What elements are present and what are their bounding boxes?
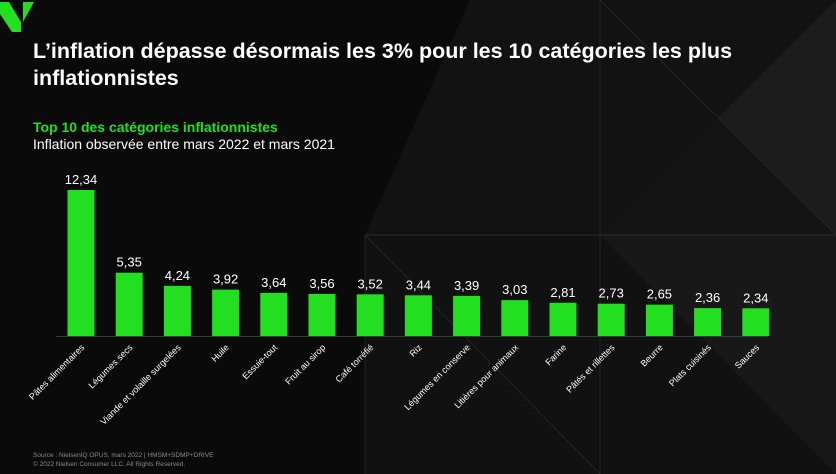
- category-label-4: Essuie-tout: [240, 342, 279, 381]
- brand-logo: [0, 2, 34, 32]
- chart-subtitle: Top 10 des catégories inflationnistes: [33, 119, 278, 135]
- bar-7: [404, 295, 432, 336]
- bar-9: [501, 300, 529, 336]
- bar-3: [212, 289, 240, 336]
- copyright-note: © 2022 Nielsen Consumer LLC. All Rights …: [33, 461, 186, 468]
- bar-6: [356, 294, 384, 336]
- category-label-12: Beurre: [639, 342, 665, 368]
- data-label-4: 3,64: [261, 275, 286, 290]
- bar-14: [742, 308, 770, 336]
- data-label-1: 5,35: [117, 255, 142, 270]
- data-label-11: 2,73: [599, 286, 624, 301]
- category-label-3: Huile: [209, 342, 231, 364]
- data-label-12: 2,65: [647, 287, 672, 302]
- bar-0: [67, 190, 95, 336]
- category-label-14: Sauces: [733, 342, 762, 371]
- data-label-2: 4,24: [165, 268, 190, 283]
- category-label-13: Plats cuisinés: [667, 342, 713, 388]
- data-label-13: 2,36: [695, 290, 720, 305]
- page-title: L’inflation dépasse désormais les 3% pou…: [33, 39, 733, 90]
- bar-11: [597, 303, 625, 336]
- category-label-7: Riz: [408, 342, 425, 359]
- data-label-3: 3,92: [213, 272, 238, 287]
- bar-1: [115, 272, 143, 336]
- bar-10: [549, 302, 577, 336]
- category-label-2: Viande et volaille surgelées: [98, 342, 183, 427]
- category-label-11: Pâtés et rillettes: [564, 342, 617, 395]
- data-label-0: 12,34: [65, 172, 98, 187]
- category-label-0: Pâtes alimentaires: [27, 342, 87, 402]
- category-label-5: Fruit au sirop: [283, 342, 327, 386]
- category-label-6: Café torréfié: [334, 342, 376, 384]
- data-label-7: 3,44: [406, 277, 431, 292]
- bar-5: [308, 293, 336, 336]
- data-label-9: 3,03: [502, 282, 527, 297]
- data-label-6: 3,52: [358, 276, 383, 291]
- category-label-10: Farine: [543, 342, 568, 367]
- data-label-10: 2,81: [550, 285, 575, 300]
- data-label-14: 2,34: [743, 290, 768, 305]
- source-note: Source : NielsenIQ OPUS, mars 2022 | HMS…: [33, 452, 214, 459]
- bar-13: [694, 308, 722, 336]
- bar-2: [163, 285, 191, 336]
- bar-4: [260, 292, 288, 336]
- bar-8: [453, 295, 481, 336]
- data-label-8: 3,39: [454, 278, 479, 293]
- chart-description: Inflation observée entre mars 2022 et ma…: [33, 136, 335, 152]
- category-label-1: Légumes secs: [87, 342, 135, 390]
- data-label-5: 3,56: [309, 276, 334, 291]
- footer: Source : NielsenIQ OPUS, mars 2022 | HMS…: [33, 451, 214, 469]
- bar-12: [645, 304, 673, 336]
